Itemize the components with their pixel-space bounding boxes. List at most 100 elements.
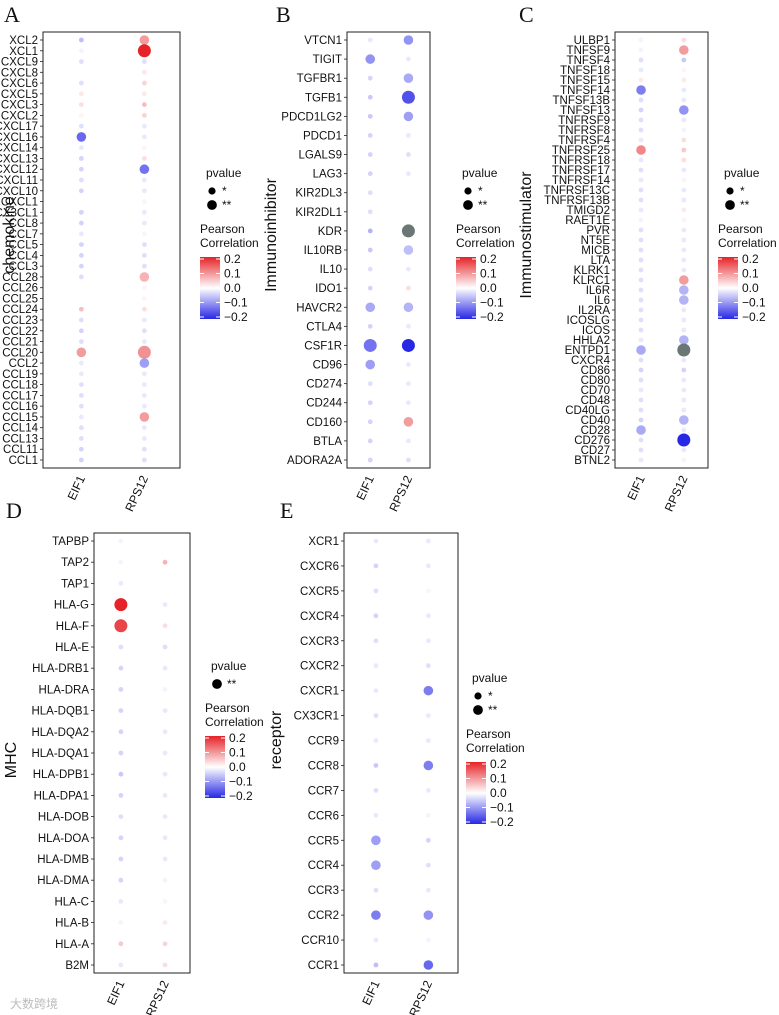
y-tick-label: ICOS [582, 325, 610, 337]
x-tick-label: EIF1 [354, 473, 378, 502]
dot-CTLA4-RPS12 [406, 323, 411, 329]
dot-HAVCR2-RPS12 [403, 302, 414, 313]
colorbar-label: 0.0 [480, 281, 497, 295]
dot-CXCR4-EIF1 [373, 613, 379, 619]
dot-CD40-RPS12 [679, 415, 689, 425]
x-tick-label: RPS12 [122, 473, 151, 514]
dot-XCR1-RPS12 [425, 538, 431, 544]
dot-CCL5-EIF1 [78, 242, 84, 248]
y-tick-label: HLA-DQA1 [31, 748, 89, 760]
dot-TAPBP-RPS12 [162, 538, 168, 544]
y-tick-label: TIGIT [313, 54, 342, 66]
y-axis-title: Immunostimulator [518, 171, 535, 299]
y-tick-label: TNFSF13 [560, 105, 610, 117]
y-tick-label: TNFSF18 [560, 65, 610, 77]
dot-CXCL5-RPS12 [141, 91, 147, 97]
size-legend-dot [725, 200, 735, 210]
y-tick-label: CCL5 [9, 240, 38, 252]
panel-B: B Immunoinhibitor EIF1 RPS12 VTCN1 TIGIT TGFBR… [263, 2, 515, 514]
dot-CD48-EIF1 [638, 397, 644, 403]
colorbar [718, 257, 738, 319]
dot-KLRK1-RPS12 [681, 267, 687, 273]
y-tick-label: CXCL17 [0, 121, 38, 133]
dot-HLA-A-EIF1 [118, 941, 124, 947]
dot-CXCL2-EIF1 [78, 112, 84, 118]
dot-HLA-DPB1-RPS12 [162, 771, 168, 777]
colorbar-label: −0.2 [480, 310, 504, 324]
y-tick-label: CCL25 [2, 293, 38, 305]
panel-letter: E [280, 498, 293, 523]
y-tick-label: CCL24 [2, 304, 38, 316]
dot-HLA-DPB1-EIF1 [118, 771, 124, 777]
y-tick-label: CXCR4 [571, 355, 611, 367]
dot-CXCL16-EIF1 [76, 132, 87, 142]
y-tick-label: KLRC1 [573, 275, 610, 287]
panel-letter: A [4, 2, 20, 27]
y-tick-label: ICOSLG [567, 315, 611, 327]
dot-CCL28-RPS12 [139, 272, 150, 282]
dot-TNFSF13-EIF1 [638, 107, 644, 113]
dot-CCL2-EIF1 [78, 360, 84, 366]
dot-CCR1-RPS12 [423, 960, 434, 970]
y-tick-label: CXCL9 [1, 57, 38, 69]
dot-TNFSF14-EIF1 [636, 85, 646, 95]
dot-CD28-EIF1 [636, 425, 646, 435]
colorbar-label: 0.0 [224, 281, 241, 295]
dot-KIR2DL1-RPS12 [406, 209, 411, 215]
size-legend-dot [208, 187, 216, 195]
dot-CTLA4-EIF1 [367, 323, 373, 329]
dot-IL6-RPS12 [679, 295, 689, 305]
x-tick-label: EIF1 [359, 978, 383, 1007]
y-tick-label: PVR [586, 225, 610, 237]
x-tick-label: RPS12 [386, 473, 415, 514]
y-tick-label: PDCD1LG2 [281, 111, 342, 123]
y-tick-label: CCL13 [2, 433, 38, 445]
dot-HLA-DMB-EIF1 [118, 856, 124, 862]
x-tick-label: EIF1 [65, 473, 89, 502]
size-legend-label: * [222, 184, 227, 198]
dot-IDO1-RPS12 [406, 285, 411, 291]
dot-IL6R-RPS12 [679, 285, 689, 295]
color-legend-title-2: Correlation [718, 236, 777, 250]
dot-TNFRSF18-RPS12 [681, 157, 687, 163]
dot-CD276-EIF1 [638, 437, 644, 443]
dot-CCL4-RPS12 [141, 252, 147, 258]
dot-CXCL13-EIF1 [78, 156, 84, 161]
dot-TNFSF9-EIF1 [638, 47, 644, 53]
dot-CCL3-EIF1 [78, 263, 84, 269]
color-legend-title: Pearson [205, 701, 250, 715]
dot-CXCL9-RPS12 [141, 59, 147, 64]
colorbar-label: −0.1 [480, 296, 504, 310]
dot-CD80-EIF1 [638, 377, 644, 383]
dot-KIR2DL3-RPS12 [406, 190, 411, 196]
dot-TGFB1-RPS12 [401, 90, 415, 104]
dot-BTLA-RPS12 [406, 438, 411, 444]
dot-HLA-C-EIF1 [118, 899, 124, 904]
y-tick-label: CXCR4 [300, 611, 340, 623]
y-tick-label: ADORA2A [287, 455, 342, 467]
y-tick-label: CCR7 [308, 785, 339, 797]
size-legend-label: ** [227, 677, 237, 691]
dot-CD70-EIF1 [638, 387, 644, 393]
dot-HLA-DQA1-RPS12 [162, 750, 168, 756]
dot-CCL20-EIF1 [76, 347, 87, 358]
dot-CXCL10-EIF1 [78, 188, 84, 194]
plot-frame [93, 532, 191, 974]
dot-TGFB1-EIF1 [367, 94, 373, 100]
dot-CCL13-RPS12 [141, 436, 147, 441]
dot-TNFSF13B-EIF1 [638, 97, 644, 103]
dot-ENTPD1-RPS12 [677, 343, 691, 357]
y-tick-label: CCL18 [2, 380, 38, 392]
dot-CCL14-RPS12 [141, 425, 147, 431]
y-tick-label: CCL15 [2, 412, 38, 424]
dot-CXCL6-RPS12 [141, 80, 147, 86]
colorbar-label: 0.0 [742, 281, 759, 295]
dot-CCL1-EIF1 [78, 457, 84, 463]
dot-TMIGD2-EIF1 [638, 207, 644, 213]
y-tick-label: IL10 [320, 264, 342, 276]
y-axis-title: receptor [268, 710, 285, 769]
dot-CCL11-EIF1 [78, 446, 84, 452]
dot-CCR8-RPS12 [423, 760, 434, 771]
